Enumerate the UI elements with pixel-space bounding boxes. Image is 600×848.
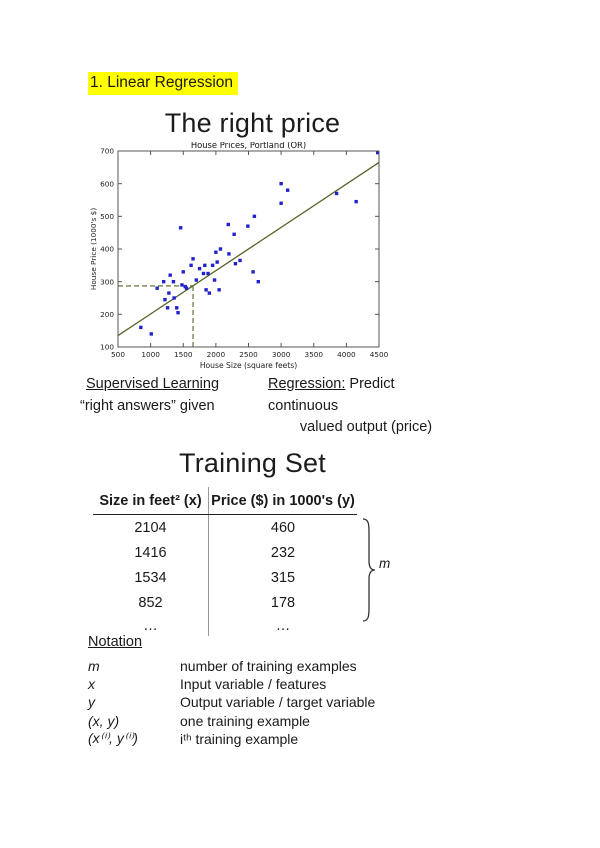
notation-symbol: m [88, 658, 100, 675]
size-cell: 1416 [93, 540, 209, 565]
price-cell: 178 [270, 594, 296, 611]
regression-note-line1: Regression: Predict continuous [268, 374, 464, 417]
notation-symbol: x [88, 676, 95, 693]
training-table-body: 2104 460 1416 232 1534 315 852 178…… [93, 515, 357, 636]
svg-text:4500: 4500 [370, 350, 389, 359]
section-heading: 1. Linear Regression [88, 72, 239, 95]
scatter-plot: 500 1000 1500 2000 2500 3000 3500 4000 4500 100 20… [89, 140, 389, 370]
svg-text:400: 400 [100, 245, 114, 254]
m-brace-label: m [379, 556, 391, 571]
notation-row: x Input variable / features [88, 675, 375, 693]
section-heading-highlight: 1. Linear Regression [88, 72, 239, 95]
svg-text:700: 700 [100, 147, 114, 156]
svg-text:House Size (square feets): House Size (square feets) [200, 361, 297, 370]
notation-description: Output variable / target variable [180, 694, 376, 711]
notation-symbol: (x, y) [88, 712, 120, 729]
notation-symbol: (x⁽ⁱ⁾, y⁽ⁱ⁾) [88, 730, 138, 747]
notation-rows: m number of training examples x Input varia… [88, 657, 375, 748]
svg-text:500: 500 [111, 350, 125, 359]
table-row: 1416 232 [93, 540, 357, 565]
table-row: 1534 315 [93, 565, 357, 590]
supervised-learning-label: Supervised Learning [86, 376, 220, 392]
notation-row: (x⁽ⁱ⁾, y⁽ⁱ⁾) iᵗʰ training example [88, 730, 375, 748]
price-cell: 460 [270, 519, 296, 536]
notation-description: Input variable / features [180, 676, 327, 693]
svg-text:3500: 3500 [304, 350, 323, 359]
table-row: 852 178 [93, 590, 357, 615]
size-cell: 852 [93, 590, 209, 615]
notation-row: (x, y) one training example [88, 712, 375, 730]
svg-text:House Price (1000's $): House Price (1000's $) [89, 208, 98, 290]
notation-row: y Output variable / target variable [88, 693, 375, 711]
svg-text:1000: 1000 [141, 350, 160, 359]
supervised-learning-note: Supervised Learning “right answers” give… [80, 374, 219, 417]
price-column-header: Price ($) in 1000's (y) [211, 492, 355, 509]
house-prices-chart: 500 1000 1500 2000 2500 3000 3500 4000 4500 100 20… [88, 140, 398, 376]
svg-text:3000: 3000 [272, 350, 291, 359]
svg-text:100: 100 [100, 343, 114, 352]
svg-text:600: 600 [100, 179, 114, 188]
notation-row: m number of training examples [88, 657, 375, 675]
right-answers-label: “right answers” given [80, 397, 215, 414]
svg-text:500: 500 [100, 212, 114, 221]
price-cell: 315 [270, 569, 296, 586]
price-cell: … [275, 617, 291, 634]
svg-text:2500: 2500 [239, 350, 258, 359]
notation-block: Notation m number of training examples x In… [88, 634, 375, 748]
regression-rest: Predict continuous [268, 376, 395, 414]
training-table: Size in feet² (x) Price ($) in 1000's (y… [93, 487, 357, 636]
regression-note: Regression: Predict continuous valued ou… [268, 374, 464, 439]
m-brace [361, 517, 377, 623]
svg-text:2000: 2000 [207, 350, 226, 359]
slide1-title: The right price [164, 108, 341, 138]
training-set-title: Training Set [179, 448, 326, 478]
price-cell: 232 [270, 544, 296, 561]
training-table-header: Size in feet² (x) Price ($) in 1000's (y… [93, 487, 357, 515]
svg-text:House Prices, Portland (OR): House Prices, Portland (OR) [191, 142, 306, 150]
size-cell: 2104 [93, 515, 209, 540]
table-row: 2104 460 [93, 515, 357, 540]
svg-text:300: 300 [100, 277, 114, 286]
notation-description: one training example [180, 712, 310, 729]
table-row: …… [93, 615, 357, 636]
notation-description: number of training examples [180, 658, 357, 675]
size-cell: … [93, 615, 209, 636]
size-column-header: Size in feet² (x) [93, 487, 209, 514]
notation-description: iᵗʰ training example [180, 730, 299, 747]
svg-text:200: 200 [100, 310, 114, 319]
svg-text:4000: 4000 [337, 350, 356, 359]
regression-term: Regression: [268, 376, 346, 392]
notation-symbol: y [88, 694, 95, 711]
notation-heading: Notation [88, 634, 143, 650]
size-cell: 1534 [93, 565, 209, 590]
regression-note-line2: valued output (price) [299, 419, 433, 435]
svg-text:1500: 1500 [174, 350, 193, 359]
